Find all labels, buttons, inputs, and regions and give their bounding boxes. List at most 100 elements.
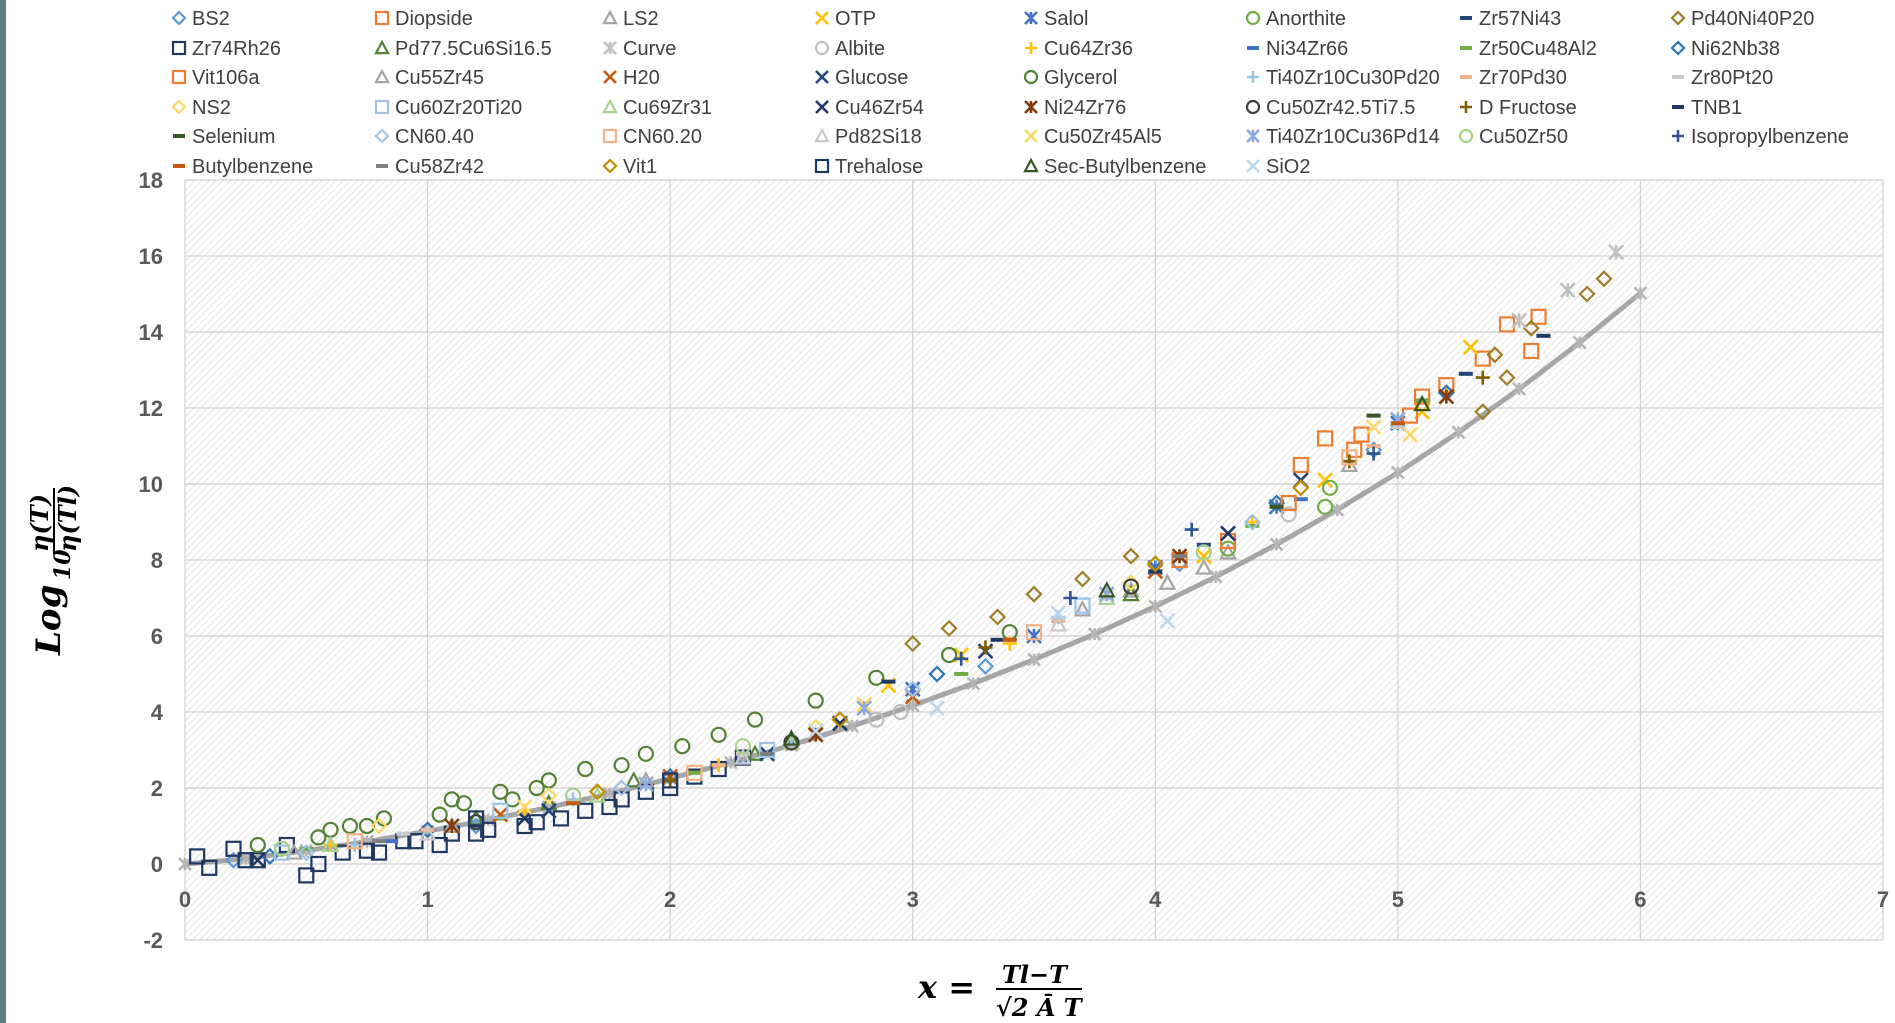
- legend-marker: [602, 9, 618, 25]
- curve-point: [1087, 627, 1102, 642]
- curve-point: [1148, 599, 1163, 614]
- data-point: [1194, 558, 1213, 575]
- data-point: [358, 842, 376, 859]
- data-point: [1002, 637, 1017, 642]
- data-point: [746, 711, 764, 728]
- legend-item: CN60.40: [374, 126, 474, 148]
- left-border-strip: [0, 0, 6, 1023]
- legend-label: Salol: [1044, 8, 1088, 30]
- data-point: [782, 729, 801, 746]
- legend-item: Cu69Zr31: [602, 97, 712, 119]
- legend-item: Zr50Cu48Al2: [1460, 38, 1597, 60]
- legend-item: Selenium: [173, 126, 275, 148]
- y-tick-label: 8: [151, 548, 163, 573]
- y-tick-label: 10: [139, 472, 163, 497]
- data-point: [940, 646, 958, 664]
- data-point: [1559, 282, 1576, 299]
- data-point: [1316, 498, 1334, 515]
- data-point: [1158, 573, 1177, 590]
- legend-item: Sec-Butylbenzene: [1023, 156, 1206, 178]
- legend-label: Glucose: [835, 67, 908, 89]
- legend-marker: [602, 128, 618, 144]
- legend-marker: [602, 158, 618, 174]
- data-point: [1074, 597, 1091, 614]
- data-point: [370, 844, 388, 861]
- legend-marker: [815, 11, 829, 25]
- data-point: [249, 852, 266, 869]
- legend-item: Pd77.5Cu6Si16.5: [374, 38, 552, 60]
- data-point: [989, 608, 1007, 626]
- data-point: [734, 748, 752, 765]
- legend-label: Ti40Zr10Cu36Pd14: [1266, 126, 1440, 148]
- data-point: [710, 726, 727, 743]
- legend-marker: [1025, 42, 1037, 54]
- legend-marker: [374, 99, 390, 115]
- legend-item: Cu50Zr42.5Ti7.5: [1245, 97, 1415, 119]
- legend-item: Zr74Rh26: [171, 38, 281, 60]
- data-point: [504, 791, 521, 808]
- legend-marker: [1245, 99, 1261, 115]
- data-point: [1097, 581, 1116, 598]
- data-point: [396, 831, 411, 836]
- y-tick-label: 14: [139, 320, 164, 345]
- legend-item: Glycerol: [1023, 67, 1117, 89]
- curve-point: [1633, 286, 1648, 301]
- data-point: [370, 817, 388, 835]
- data-point: [577, 760, 594, 778]
- data-point: [928, 665, 946, 683]
- data-point: [407, 833, 424, 850]
- data-point: [467, 825, 485, 842]
- curve-point: [1269, 537, 1284, 552]
- legend-item: BS2: [171, 8, 230, 30]
- legend-marker: [1024, 11, 1038, 25]
- y-tick-label: 4: [151, 700, 164, 725]
- legend-marker: [173, 134, 185, 138]
- data-point: [1608, 244, 1625, 261]
- data-point: [1536, 333, 1551, 338]
- data-point: [540, 802, 557, 819]
- legend-marker: [171, 69, 187, 85]
- data-point: [299, 846, 314, 851]
- data-point: [1025, 585, 1043, 603]
- curve-point: [178, 857, 192, 871]
- x-tick-label: 4: [1149, 887, 1162, 912]
- legend-item: SiO2: [1246, 156, 1310, 178]
- data-point: [954, 651, 969, 666]
- legend-label: Curve: [623, 38, 676, 60]
- x-tick-label: 1: [421, 887, 433, 912]
- legend-label: LS2: [623, 8, 659, 30]
- data-point: [1316, 430, 1334, 447]
- data-point: [492, 802, 509, 819]
- legend-marker: [603, 41, 617, 55]
- legend-item: Ni34Zr66: [1247, 38, 1348, 60]
- legend-item: Curve: [603, 38, 676, 60]
- data-point: [1498, 369, 1516, 387]
- data-point: [346, 833, 363, 850]
- y-axis-label: Log 10 η(T) η(Tl): [25, 485, 82, 656]
- data-point: [674, 738, 691, 755]
- data-points: [189, 244, 1625, 884]
- data-point: [1292, 479, 1310, 497]
- data-point: [1402, 426, 1418, 443]
- gridlines: [184, 179, 1884, 941]
- data-point: [662, 772, 679, 789]
- legend-marker: [1246, 159, 1260, 173]
- legend-label: Cu58Zr42: [395, 156, 484, 178]
- data-point: [588, 783, 606, 801]
- data-point: [1414, 388, 1431, 405]
- curve-point: [1451, 425, 1466, 440]
- legend-label: Pd77.5Cu6Si16.5: [395, 38, 552, 60]
- data-point: [347, 838, 362, 852]
- data-point: [384, 839, 399, 844]
- legend-label: Zr57Ni43: [1479, 8, 1561, 30]
- legend-label: Cu64Zr36: [1044, 38, 1133, 60]
- curve-point: [238, 851, 253, 866]
- y-tick-label: 12: [139, 396, 163, 421]
- legend-marker: [1024, 129, 1038, 143]
- legend-marker: [602, 98, 618, 114]
- data-point: [1342, 454, 1357, 469]
- data-point: [237, 852, 254, 869]
- legend-marker: [374, 39, 390, 55]
- legend-marker: [1246, 129, 1260, 143]
- legend-marker: [374, 128, 390, 144]
